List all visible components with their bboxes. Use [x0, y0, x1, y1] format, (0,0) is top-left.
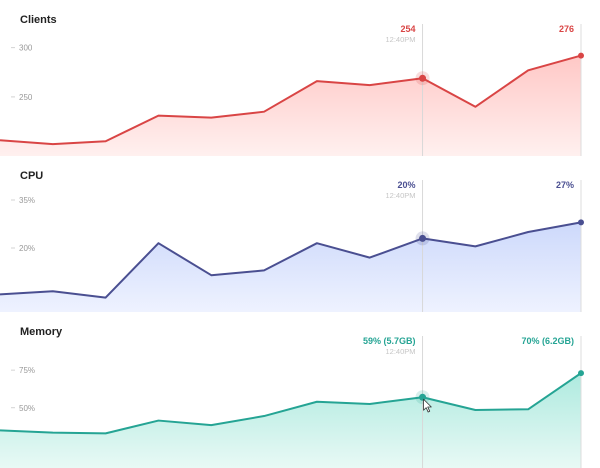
hover-point[interactable]	[419, 393, 427, 401]
hover-value-label: 254	[401, 24, 416, 34]
y-tick-label: 50%	[19, 404, 35, 413]
hover-point[interactable]	[419, 74, 427, 82]
hover-time-label: 12:40PM	[386, 347, 416, 356]
hover-time-label: 12:40PM	[386, 35, 416, 44]
hover-point[interactable]	[419, 234, 427, 242]
panel-title: Memory	[20, 326, 63, 338]
hover-value-label: 59% (5.7GB)	[363, 336, 416, 346]
last-value-label: 276	[559, 24, 574, 34]
panel-title: Clients	[20, 14, 57, 26]
series-area	[0, 222, 581, 312]
series-area	[0, 55, 581, 156]
series-area	[0, 373, 581, 468]
y-tick-label: 35%	[19, 196, 35, 205]
last-point	[578, 219, 584, 226]
last-value-label: 27%	[556, 180, 574, 190]
panel-title: CPU	[20, 170, 44, 182]
hover-time-label: 12:40PM	[386, 191, 416, 200]
y-tick-label: 300	[19, 44, 33, 53]
y-tick-label: 75%	[19, 366, 35, 375]
series-line	[0, 221, 582, 299]
series-line	[0, 54, 582, 146]
y-tick-label: 250	[19, 93, 33, 102]
y-tick-label: 20%	[19, 244, 35, 253]
last-point	[578, 370, 584, 377]
last-value-label: 70% (6.2GB)	[521, 336, 574, 346]
last-point	[578, 52, 584, 59]
series-line	[0, 372, 582, 435]
hover-value-label: 20%	[398, 180, 416, 190]
cursor-icon	[423, 398, 432, 413]
